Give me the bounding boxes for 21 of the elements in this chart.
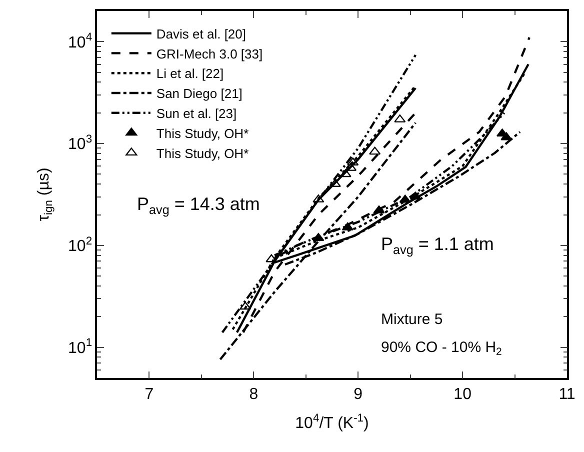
x-tick-label: 7: [144, 386, 154, 403]
y-tick-label: 10$^{4}$: [68, 32, 92, 52]
x-axis-title: 10$^{4}$/T (K$^{-1}$): [295, 412, 369, 432]
annotation: 90% CO - 10% H$_{2}$: [381, 339, 502, 358]
x-tick-label: 11: [558, 386, 576, 403]
legend-label: Sun et al. [23]: [156, 106, 237, 121]
legend-label: San Diego [21]: [156, 86, 242, 102]
x-tick-label: 10: [454, 386, 472, 403]
y-tick-label: 10$^{3}$: [68, 133, 92, 154]
legend-label: Li et al. [22]: [156, 66, 224, 82]
legend-label: This Study, OH*: [156, 126, 249, 141]
y-tick-label: 10$^{2}$: [68, 235, 92, 256]
x-tick-label: 9: [354, 386, 363, 403]
annotation: P$_{avg}$ = 1.1 atm: [381, 234, 494, 257]
annotation: Mixture 5: [381, 311, 443, 328]
y-tick-label: 10$^{1}$: [68, 337, 92, 357]
legend-label: This Study, OH*: [156, 146, 249, 161]
legend-label: Davis et al. [20]: [156, 26, 246, 42]
legend-label: GRI-Mech 3.0 [33]: [156, 46, 263, 62]
x-tick-label: 8: [249, 386, 258, 403]
annotation: P$_{avg}$ = 14.3 atm: [137, 194, 260, 217]
